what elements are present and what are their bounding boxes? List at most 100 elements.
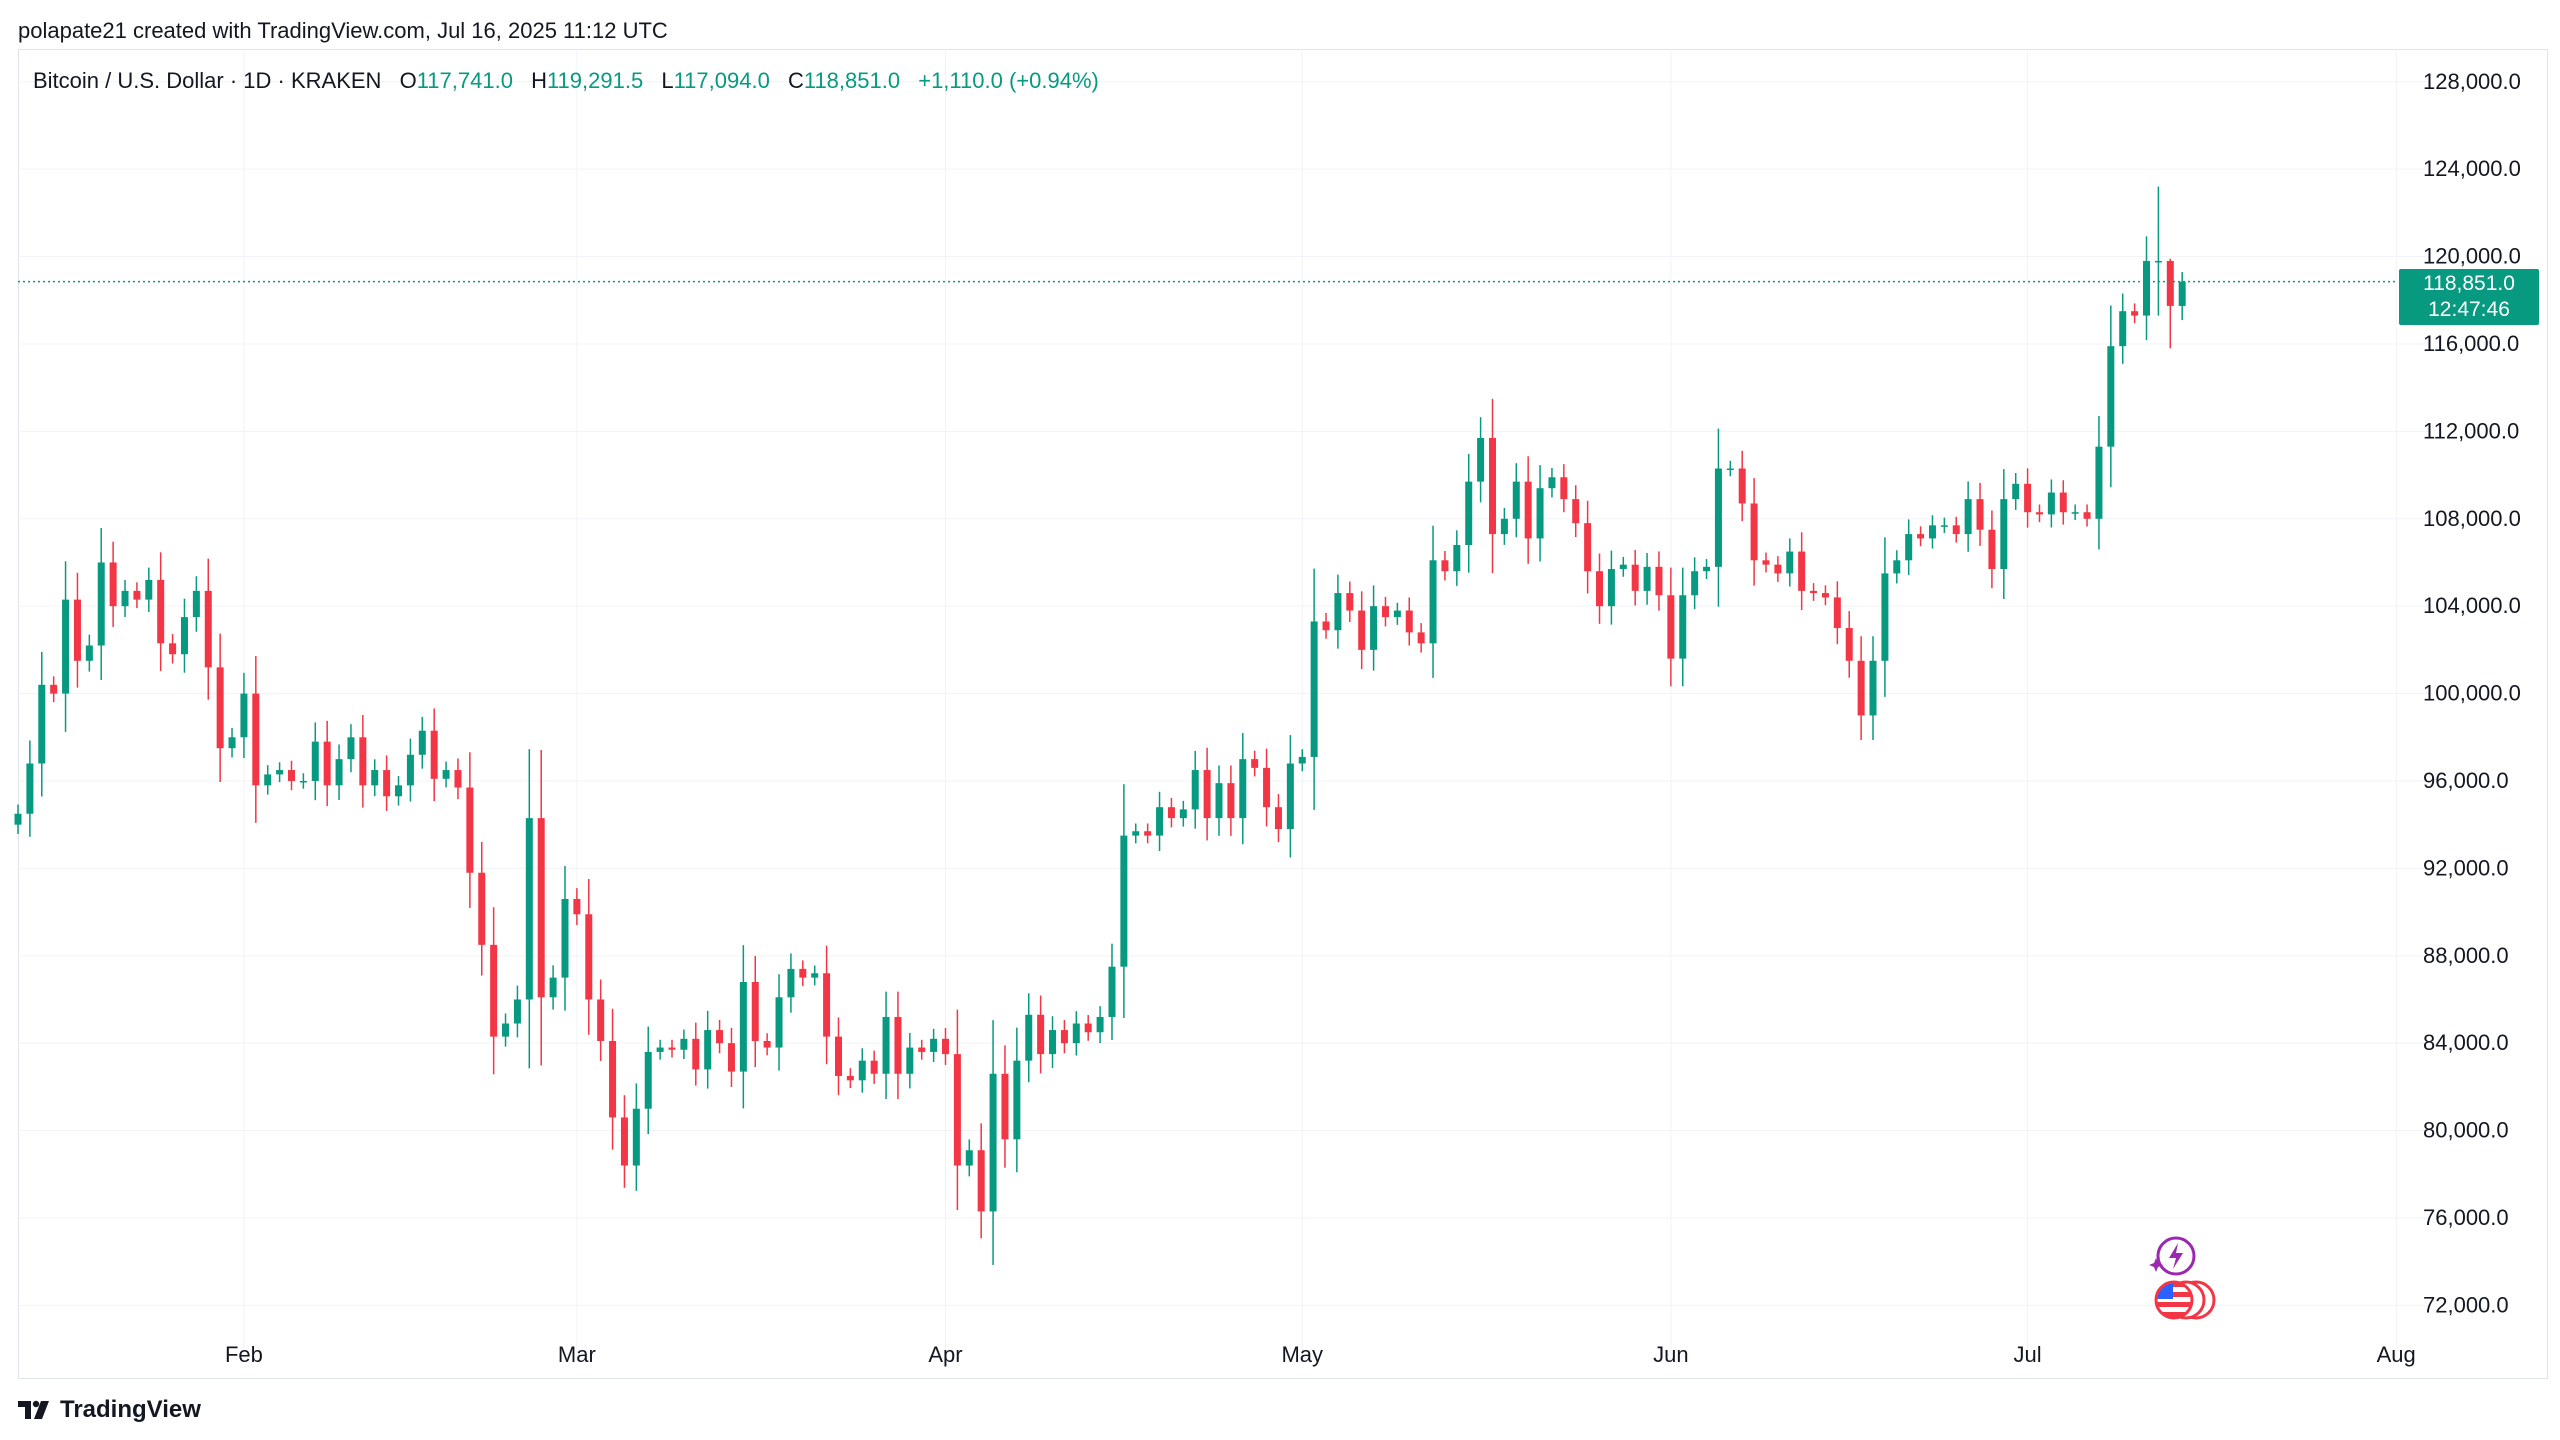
y-tick-label: 116,000.0 bbox=[2423, 331, 2519, 356]
candle-body bbox=[1191, 770, 1199, 810]
candle-body bbox=[1334, 593, 1342, 631]
candle-body bbox=[85, 645, 93, 661]
candle-body bbox=[1203, 770, 1211, 819]
symbol-name[interactable]: Bitcoin / U.S. Dollar · 1D · KRAKEN bbox=[33, 68, 382, 93]
candle-body bbox=[573, 898, 581, 915]
close-value: 118,851.0 bbox=[803, 68, 901, 93]
candle-body bbox=[727, 1043, 735, 1072]
chart-area[interactable] bbox=[18, 49, 2548, 1379]
candle-body bbox=[2107, 346, 2115, 447]
y-tick-label: 88,000.0 bbox=[2423, 943, 2509, 968]
us-flag-event-icon[interactable] bbox=[2150, 1278, 2220, 1327]
candle-body bbox=[1096, 1016, 1104, 1033]
candle-body bbox=[1679, 595, 1687, 659]
candle-body bbox=[454, 770, 462, 788]
candle-body bbox=[1833, 597, 1841, 629]
candle-body bbox=[1239, 759, 1247, 819]
candle-body bbox=[644, 1051, 652, 1109]
x-tick-label: Mar bbox=[558, 1342, 596, 1367]
y-tick-label: 72,000.0 bbox=[2423, 1292, 2509, 1317]
candle-body bbox=[1845, 628, 1853, 661]
candle-body bbox=[2071, 512, 2079, 514]
candle-body bbox=[1179, 809, 1187, 819]
candle-body bbox=[228, 737, 236, 749]
y-tick-label: 76,000.0 bbox=[2423, 1205, 2509, 1230]
candle-body bbox=[252, 693, 260, 786]
candle-body bbox=[2024, 483, 2032, 513]
candle-body bbox=[430, 730, 438, 779]
candle-body bbox=[739, 981, 747, 1072]
candle-body bbox=[1049, 1030, 1057, 1055]
candle-body bbox=[1940, 525, 1948, 527]
candle-body bbox=[2143, 260, 2151, 316]
candle-body bbox=[204, 590, 212, 668]
candle-body bbox=[240, 693, 248, 738]
candle-body bbox=[180, 617, 188, 655]
y-tick-label: 80,000.0 bbox=[2423, 1118, 2509, 1143]
candle-body bbox=[620, 1117, 628, 1166]
candle-body bbox=[834, 1036, 842, 1076]
y-tick-label: 104,000.0 bbox=[2423, 593, 2521, 618]
candle-body bbox=[894, 1016, 902, 1074]
candle-body bbox=[466, 787, 474, 873]
candle-body bbox=[62, 599, 70, 694]
candle-body bbox=[1964, 499, 1972, 535]
candle-body bbox=[1358, 610, 1366, 650]
candle-body bbox=[1893, 560, 1901, 574]
candle-body bbox=[1025, 1014, 1033, 1061]
x-tick-label: Jul bbox=[2014, 1342, 2042, 1367]
candle-body bbox=[1703, 566, 1711, 572]
candle-body bbox=[1001, 1073, 1009, 1140]
candle-body bbox=[692, 1038, 700, 1070]
candle-body bbox=[1500, 518, 1508, 535]
candle-body bbox=[1952, 525, 1960, 535]
candle-body bbox=[157, 579, 165, 644]
candle-body bbox=[561, 898, 569, 978]
candle-body bbox=[1488, 437, 1496, 535]
publisher-line: polapate21 created with TradingView.com,… bbox=[18, 18, 668, 43]
candle-body bbox=[1274, 807, 1282, 830]
candle-body bbox=[1714, 468, 1722, 567]
candle-body bbox=[2119, 311, 2127, 347]
lightning-event-icon[interactable] bbox=[2148, 1234, 2196, 1283]
candle-body bbox=[1060, 1030, 1068, 1044]
candle-body bbox=[906, 1047, 914, 1074]
candle-body bbox=[1774, 564, 1782, 574]
candle-body bbox=[597, 999, 605, 1041]
low-value: 117,094.0 bbox=[673, 68, 770, 93]
candle-body bbox=[1786, 551, 1794, 574]
candle-body bbox=[846, 1075, 854, 1081]
candle-body bbox=[942, 1038, 950, 1055]
y-tick-label: 96,000.0 bbox=[2423, 768, 2509, 793]
candle-body bbox=[299, 780, 307, 783]
candle-body bbox=[2047, 492, 2055, 515]
candle-body bbox=[1524, 481, 1532, 539]
candle-body bbox=[145, 579, 153, 600]
y-tick-label: 108,000.0 bbox=[2423, 506, 2521, 531]
candle-body bbox=[216, 667, 224, 749]
candle-body bbox=[1322, 621, 1330, 631]
candle-body bbox=[918, 1047, 926, 1052]
candle-body bbox=[1655, 566, 1663, 596]
candle-body bbox=[169, 643, 177, 655]
candle-body bbox=[2166, 260, 2174, 306]
x-tick-label: Feb bbox=[225, 1342, 263, 1367]
candle-body bbox=[2000, 499, 2008, 570]
candle-body bbox=[2012, 483, 2020, 500]
candle-body bbox=[109, 562, 117, 607]
symbol-legend: Bitcoin / U.S. Dollar · 1D · KRAKEN O117… bbox=[33, 68, 1099, 94]
candle-body bbox=[2095, 446, 2103, 519]
candle-body bbox=[1477, 437, 1485, 482]
footer-brand[interactable]: TradingView bbox=[18, 1396, 201, 1424]
candle-body bbox=[549, 977, 557, 998]
high-value: 119,291.5 bbox=[546, 68, 644, 93]
candle-body bbox=[359, 737, 367, 786]
candle-body bbox=[490, 944, 498, 1037]
candle-body bbox=[1869, 660, 1877, 716]
candle-body bbox=[1607, 569, 1615, 607]
candle-body bbox=[2083, 512, 2091, 519]
tradingview-logo-icon bbox=[18, 1400, 49, 1419]
candle-body bbox=[525, 818, 533, 1000]
candle-body bbox=[1381, 606, 1389, 618]
